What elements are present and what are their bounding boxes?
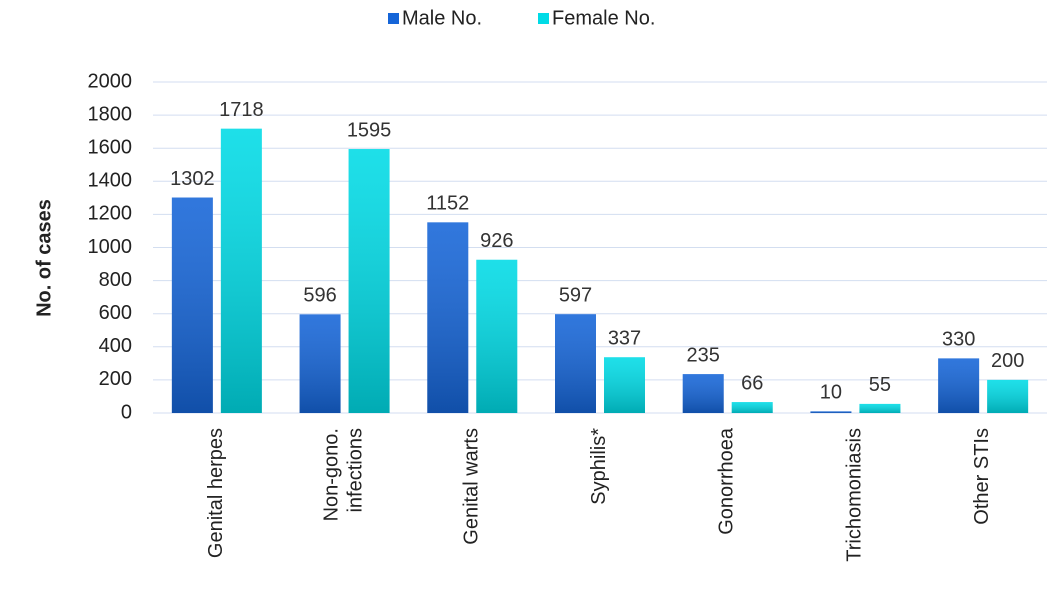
bar-shade [171, 197, 213, 413]
bar-shade [604, 357, 645, 413]
bar-shade [731, 402, 773, 413]
data-label: 200 [991, 350, 1024, 372]
data-label: 1152 [426, 193, 469, 215]
y-tick-label: 400 [99, 335, 132, 357]
y-tick-label: 0 [121, 401, 132, 423]
x-tick-label: Gonorrhoea [716, 427, 738, 535]
bar-shade [348, 149, 390, 413]
data-label: 1302 [170, 168, 215, 190]
y-tick-label: 200 [99, 368, 132, 390]
y-tick-label: 1000 [88, 236, 133, 258]
bar-shade [987, 379, 1029, 413]
data-label: 596 [303, 285, 336, 307]
data-label: 337 [608, 328, 641, 350]
bar-shade [299, 314, 341, 413]
bar-shade [810, 411, 852, 413]
bar-shade [859, 403, 901, 413]
data-label: 926 [480, 230, 513, 252]
data-label: 1595 [347, 119, 392, 141]
x-tick-label: Other STIs [971, 428, 993, 525]
x-tick-label: Syphilis* [588, 428, 610, 505]
legend-label: Male No. [402, 7, 482, 29]
bar-shade [682, 374, 724, 413]
bar-shade [427, 222, 469, 413]
y-tick-label: 600 [99, 302, 132, 324]
data-label: 597 [559, 284, 592, 306]
bar-shade [555, 314, 596, 413]
y-tick-label: 800 [99, 269, 132, 291]
bar-shade [220, 128, 262, 413]
x-tick-label: Non-gono. infections [321, 428, 367, 521]
data-label: 66 [741, 372, 763, 394]
legend-swatch [538, 13, 549, 24]
y-tick-label: 1800 [88, 103, 133, 125]
data-label: 330 [942, 329, 975, 351]
data-label: 10 [820, 382, 842, 404]
y-tick-label: 1600 [88, 136, 133, 158]
data-label: 235 [687, 344, 720, 366]
y-tick-label: 1400 [88, 170, 133, 192]
y-tick-label: 1200 [88, 203, 133, 225]
x-tick-label: Genital herpes [205, 428, 227, 558]
legend-label: Female No. [552, 7, 655, 29]
x-tick-label: Trichomoniasis [844, 428, 866, 562]
bar-shade [476, 259, 518, 413]
y-axis-title: No. of cases [33, 199, 55, 317]
data-label: 55 [869, 374, 891, 396]
legend-swatch [388, 13, 399, 24]
x-tick-label: Genital warts [461, 428, 483, 545]
bar-shade [938, 358, 980, 413]
data-label: 1718 [219, 99, 264, 121]
y-tick-label: 2000 [88, 70, 133, 92]
